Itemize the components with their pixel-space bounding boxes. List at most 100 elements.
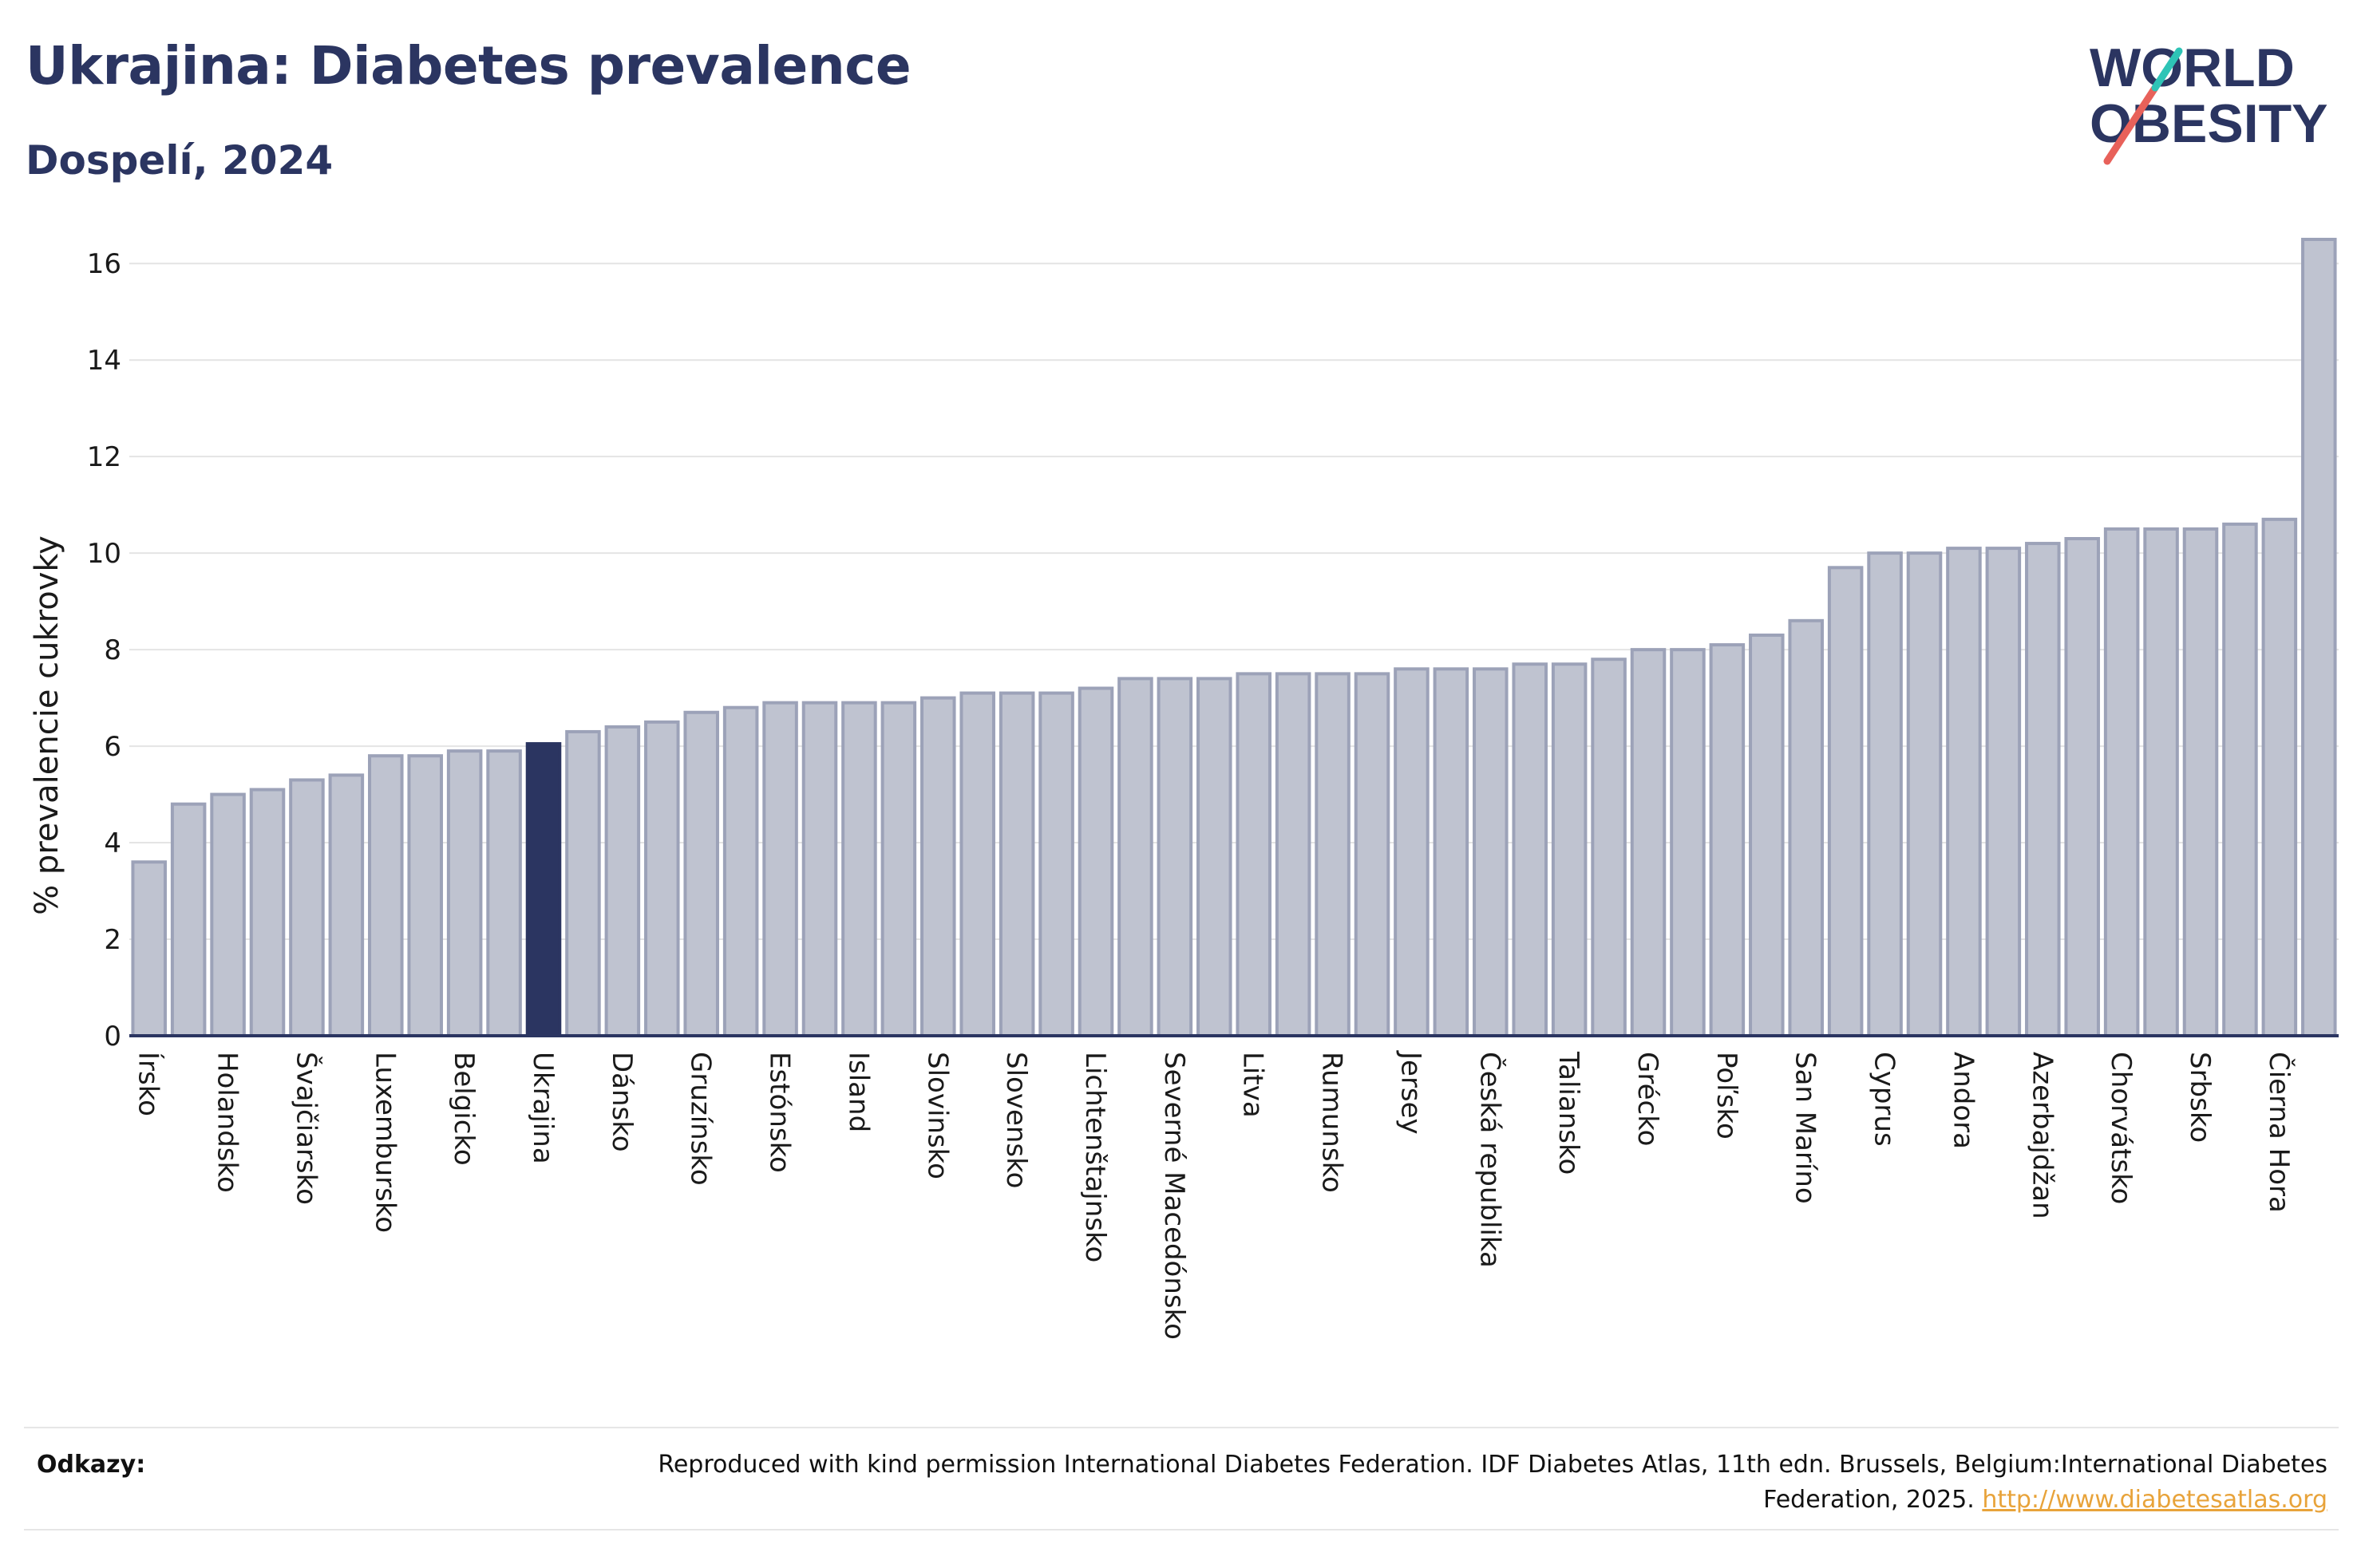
logo-line1: WORLD: [2090, 38, 2295, 98]
y-tick-label: 14: [87, 345, 121, 377]
bar: [1906, 551, 1943, 1037]
footer-link[interactable]: http://www.diabetesatlas.org: [1982, 1486, 2327, 1514]
x-tick-label: Grécko: [1631, 1052, 1663, 1146]
bar: [683, 710, 719, 1037]
bar: [1315, 672, 1351, 1037]
y-tick-label: 10: [87, 538, 121, 570]
bar: [762, 701, 798, 1037]
bar: [880, 701, 917, 1037]
bar: [328, 773, 365, 1038]
bar: [1433, 667, 1469, 1037]
x-tick-labels: Írsko Holandsko Švajčiarsko Luxembursko Belg…: [132, 1050, 2296, 1340]
x-tick-label: Estónsko: [764, 1052, 796, 1173]
bar: [1117, 677, 1153, 1037]
bar: [1630, 648, 1667, 1037]
bar-chart: 0 2 4 6 8 10 12 14 16 Írsko Holandsko Švajčiarsko L…: [29, 238, 2339, 1340]
chart-subtitle: Dospelí, 2024: [26, 137, 334, 184]
x-tick-label: Česká republika: [1473, 1052, 1506, 1268]
x-tick-label: Slovensko: [1000, 1052, 1032, 1188]
bar: [722, 705, 759, 1037]
y-tick-labels: 0 2 4 6 8 10 12 14 16: [87, 248, 121, 1053]
bar: [2301, 238, 2337, 1037]
bar-highlighted: [525, 742, 562, 1037]
y-axis-title: % prevalencie cukrovky: [29, 535, 65, 915]
x-tick-label: Slovinsko: [921, 1052, 953, 1179]
bar: [1038, 691, 1074, 1037]
bar: [1551, 662, 1588, 1037]
x-tick-label: Švajčiarsko: [290, 1052, 322, 1205]
bar: [604, 725, 641, 1037]
world-obesity-logo: WORLD OBESITY: [2090, 38, 2328, 165]
bar: [2143, 527, 2179, 1037]
bar: [1591, 658, 1627, 1038]
bar: [1157, 677, 1193, 1037]
footer: Odkazy: Reproduced with kind permission …: [24, 1427, 2339, 1530]
bar: [2222, 522, 2258, 1037]
bar: [2025, 542, 2061, 1037]
bar: [841, 701, 877, 1037]
footer-reference-text: Reproduced with kind permission Internat…: [658, 1451, 2327, 1514]
y-tick-label: 4: [104, 827, 121, 859]
bar: [999, 691, 1035, 1037]
bar: [2182, 527, 2219, 1037]
bar: [486, 749, 522, 1037]
x-tick-label: Dánsko: [606, 1052, 638, 1152]
x-tick-label: Ukrajina: [527, 1052, 559, 1164]
bar: [1473, 667, 1509, 1037]
bar: [1827, 566, 1864, 1037]
bar: [1236, 672, 1271, 1037]
x-tick-label: Rumunsko: [1316, 1052, 1348, 1193]
bar: [565, 729, 601, 1037]
x-tick-label: Jersey: [1394, 1050, 1426, 1135]
x-tick-label: Čierna Hora: [2263, 1052, 2296, 1213]
y-tick-label: 16: [87, 248, 121, 280]
bar: [1394, 667, 1430, 1037]
bar: [1354, 672, 1390, 1037]
logo-slash-teal: [2151, 47, 2183, 92]
x-tick-label: Belgicko: [448, 1052, 480, 1166]
bar: [210, 792, 246, 1037]
bar: [1985, 547, 2022, 1037]
logo-slash-red: [2103, 84, 2159, 165]
y-tick-label: 8: [104, 634, 121, 666]
bar: [959, 691, 995, 1037]
footer-references: Reproduced with kind permission Internat…: [651, 1448, 2327, 1518]
x-tick-label: Andora: [1947, 1052, 1979, 1149]
bar: [1788, 618, 1824, 1037]
y-tick-label: 12: [87, 441, 121, 473]
bar: [1670, 648, 1706, 1037]
bar: [1946, 547, 1982, 1037]
bar: [368, 754, 404, 1037]
x-tick-label: Poľsko: [1710, 1052, 1742, 1139]
bar: [920, 696, 956, 1038]
bar: [801, 701, 838, 1037]
x-tick-label: Chorvátsko: [2105, 1052, 2137, 1204]
bar: [289, 778, 325, 1037]
bar: [2103, 527, 2140, 1037]
bar: [2064, 537, 2100, 1037]
bar: [1867, 551, 1903, 1037]
bar: [170, 802, 207, 1037]
x-tick-label: Írsko: [132, 1052, 165, 1116]
x-tick-label: Cyprus: [1869, 1052, 1900, 1147]
bar: [1512, 662, 1548, 1037]
bar: [131, 860, 167, 1037]
x-tick-label: Island: [842, 1052, 874, 1132]
x-tick-label: Gruzínsko: [685, 1052, 717, 1186]
x-tick-label: San Maríno: [1790, 1052, 1821, 1204]
chart-title: Ukrajina: Diabetes prevalence: [26, 35, 912, 97]
bar: [1709, 643, 1746, 1038]
bar: [1275, 672, 1311, 1037]
bars: [131, 238, 2337, 1038]
footer-label: Odkazy:: [37, 1451, 146, 1479]
bar: [1196, 677, 1232, 1037]
x-tick-label: Holandsko: [212, 1052, 243, 1193]
x-tick-label: Azerbajdžan: [2026, 1052, 2058, 1219]
bar: [2261, 517, 2298, 1037]
bar: [1078, 686, 1114, 1037]
bar: [446, 749, 483, 1037]
y-tick-label: 0: [104, 1021, 121, 1053]
y-tick-label: 6: [104, 731, 121, 763]
x-tick-label: Litva: [1237, 1052, 1269, 1118]
bar: [644, 720, 680, 1038]
